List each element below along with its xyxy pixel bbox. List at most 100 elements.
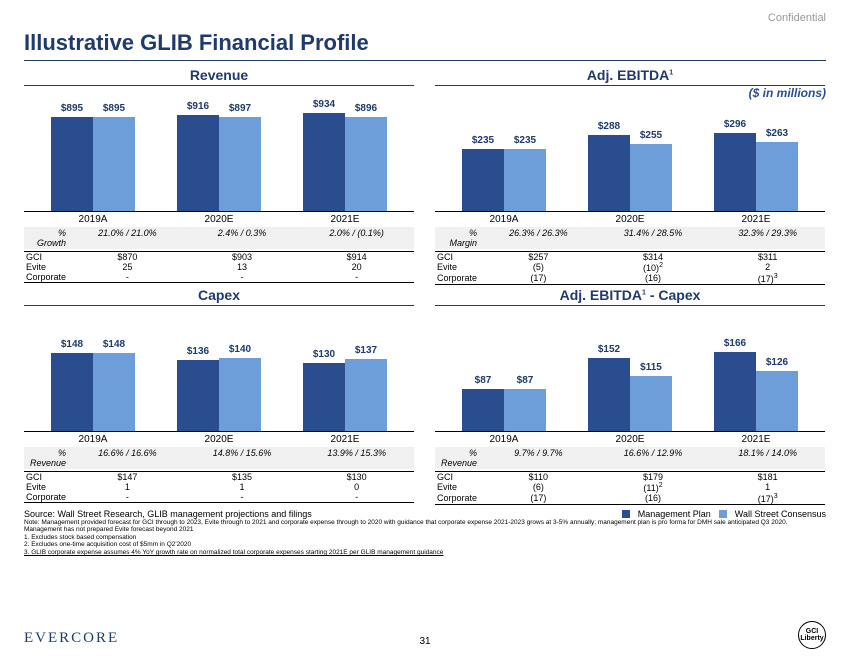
bar: $255 (630, 144, 672, 211)
breakdown-table: GCI$147$135$130Evite110Corporate--- (24, 471, 414, 503)
bar-label: $126 (756, 357, 798, 368)
table-cell: $257 (481, 252, 596, 262)
bar: $136 (177, 360, 219, 431)
table-cell: (16) (596, 273, 711, 284)
panel-capex: Capex$148$148$136$140$130$1372019A2020E2… (24, 285, 414, 505)
table-row: Corporate(17)(16)(17)3 (435, 493, 825, 504)
metric-val: 13.9% / 15.3% (299, 448, 414, 468)
table-cell: Corporate (24, 272, 70, 282)
legend-swatch-mgmt (622, 510, 630, 518)
table-cell: 2 (710, 262, 825, 273)
bar: $288 (588, 135, 630, 211)
table-cell: GCI (435, 252, 481, 262)
legend-label-cons: Wall Street Consensus (735, 509, 826, 519)
metric-label: %Growth (24, 228, 70, 248)
table-cell: (17)3 (710, 273, 825, 284)
x-tick: 2019A (38, 434, 148, 445)
x-tick: 2019A (449, 434, 559, 445)
table-cell: (17) (481, 273, 596, 284)
footnote-note: Note: Management provided forecast for G… (24, 519, 826, 534)
bar: $916 (177, 115, 219, 211)
table-row: Evite251320 (24, 262, 414, 272)
breakdown-table: GCI$110$179$181Evite(6)(11)21Corporate(1… (435, 471, 825, 505)
metric-val: 2.0% / (0.1%) (299, 228, 414, 248)
chart-area: $895$895$916$897$934$896 (24, 92, 414, 212)
x-tick: 2020E (575, 434, 685, 445)
table-cell: $314 (596, 252, 711, 262)
bar: $140 (219, 358, 261, 432)
table-cell: $135 (185, 472, 300, 482)
x-tick: 2020E (575, 214, 685, 225)
table-cell: $914 (299, 252, 414, 262)
bar-label: $288 (588, 121, 630, 132)
page-number: 31 (0, 636, 850, 647)
bar: $152 (588, 358, 630, 431)
table-cell: GCI (435, 472, 481, 482)
table-cell: 0 (299, 482, 414, 492)
x-tick: 2021E (701, 214, 811, 225)
table-cell: $181 (710, 472, 825, 482)
table-cell: (11)2 (596, 482, 711, 493)
metric-val: 32.3% / 29.3% (710, 228, 825, 248)
confidential-label: Confidential (768, 12, 826, 24)
x-tick: 2021E (290, 434, 400, 445)
bar: $87 (504, 389, 546, 431)
table-cell: GCI (24, 472, 70, 482)
bar-label: $152 (588, 344, 630, 355)
table-cell: 1 (70, 482, 185, 492)
metric-val: 21.0% / 21.0% (70, 228, 185, 248)
bar-label: $115 (630, 362, 672, 373)
bar-label: $136 (177, 346, 219, 357)
table-cell: 13 (185, 262, 300, 272)
table-row: Evite(6)(11)21 (435, 482, 825, 493)
table-row: GCI$147$135$130 (24, 472, 414, 482)
table-cell: (10)2 (596, 262, 711, 273)
x-tick: 2019A (449, 214, 559, 225)
x-axis: 2019A 2020E 2021E (24, 432, 414, 447)
bar-group: $296$263 (701, 133, 811, 211)
bar: $148 (93, 353, 135, 431)
table-cell: Evite (435, 482, 481, 493)
bar-label: $148 (93, 339, 135, 350)
panel-title: Adj. EBITDA1 - Capex (435, 285, 825, 306)
table-cell: $147 (70, 472, 185, 482)
table-cell: 1 (185, 482, 300, 492)
x-tick: 2020E (164, 434, 274, 445)
bar: $115 (630, 376, 672, 431)
bar-label: $255 (630, 130, 672, 141)
bar-label: $137 (345, 345, 387, 356)
table-row: GCI$870$903$914 (24, 252, 414, 262)
table-cell: (17)3 (710, 493, 825, 504)
bar-group: $235$235 (449, 149, 559, 211)
panel-title: Revenue (24, 65, 414, 86)
x-tick: 2021E (701, 434, 811, 445)
table-cell: Corporate (435, 273, 481, 284)
logo-line2: Liberty (800, 635, 823, 642)
panel-rev: Revenue$895$895$916$897$934$8962019A2020… (24, 65, 414, 285)
bar-group: $152$115 (575, 358, 685, 431)
table-cell: - (299, 492, 414, 502)
bar-label: $895 (93, 103, 135, 114)
table-cell: $903 (185, 252, 300, 262)
metric-val: 2.4% / 0.3% (185, 228, 300, 248)
table-row: Corporate--- (24, 492, 414, 502)
bar-label: $296 (714, 119, 756, 130)
footnote-3: 3. GLIB corporate expense assumes 4% YoY… (24, 549, 826, 556)
panel-title: Adj. EBITDA1 (435, 65, 825, 86)
bar: $235 (462, 149, 504, 211)
metric-row: %Margin26.3% / 26.3%31.4% / 28.5%32.3% /… (435, 227, 825, 249)
chart-area: $148 $148 $136$140 $130$137 (24, 312, 414, 432)
table-cell: - (70, 492, 185, 502)
bar-label: $87 (462, 375, 504, 386)
chart-area: $235$235$288$255$296$263 (435, 92, 825, 212)
bar-group: $130$137 (290, 359, 400, 431)
source-note: Source: Wall Street Research, GLIB manag… (24, 509, 614, 519)
footnotes: Note: Management provided forecast for G… (0, 519, 850, 556)
table-cell: $110 (481, 472, 596, 482)
table-cell: - (185, 492, 300, 502)
bar: $897 (219, 117, 261, 211)
bar: $263 (756, 142, 798, 211)
bar-label: $916 (177, 101, 219, 112)
metric-val: 31.4% / 28.5% (596, 228, 711, 248)
metric-val: 26.3% / 26.3% (481, 228, 596, 248)
